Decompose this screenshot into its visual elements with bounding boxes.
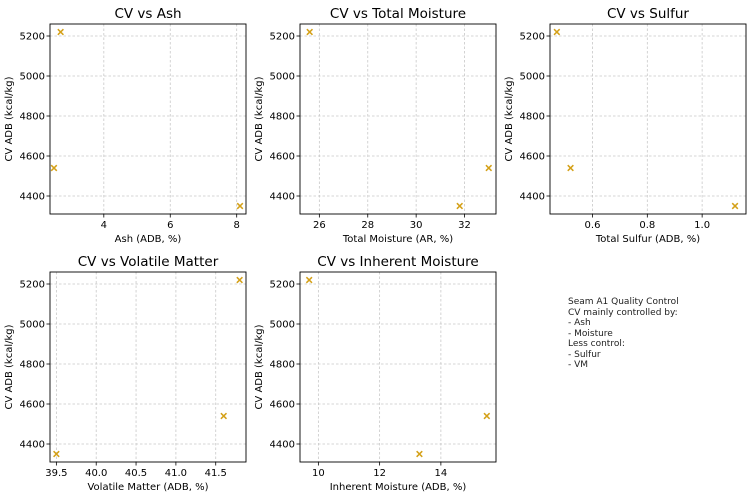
data-point (50, 164, 58, 172)
chart-title: CV vs Total Moisture (330, 6, 466, 22)
y-axis-label: CV ADB (kcal/kg) (4, 76, 15, 161)
y-tick-label: 5000 (20, 320, 45, 331)
y-tick-label: 4400 (270, 440, 295, 451)
summary-line: CV mainly controlled by: (568, 307, 678, 318)
data-point (236, 202, 244, 210)
y-tick-label: 4600 (20, 400, 45, 411)
y-tick-label: 4800 (520, 112, 545, 123)
data-point (53, 450, 60, 458)
x-axis-label: Volatile Matter (ADB, %) (87, 482, 208, 493)
y-axis-label: CV ADB (kcal/kg) (4, 324, 15, 409)
y-tick-label: 5000 (270, 320, 295, 331)
x-tick-label: 12 (373, 468, 386, 479)
chart-title: CV vs Ash (114, 6, 181, 22)
summary-line: Seam A1 Quality Control (568, 297, 679, 307)
x-axis-label: Inherent Moisture (ADB, %) (330, 482, 467, 493)
x-tick-label: 28 (361, 220, 374, 231)
y-tick-label: 5200 (520, 32, 545, 43)
subplot: 39.5 40.0 40.5 41.0 41.5 4400 4600 4800 5000 5200… (4, 254, 247, 493)
data-point (553, 28, 561, 36)
plot-frame (299, 271, 497, 463)
subplot: 10 12 14 4400 4600 4800 5000 5200 CV vs Inherent… (254, 254, 497, 493)
y-tick-label: 5200 (270, 280, 295, 291)
y-axis-label: CV ADB (kcal/kg) (254, 76, 265, 161)
y-tick-label: 5200 (20, 280, 45, 291)
summary-line: - Sulfur (568, 349, 601, 360)
x-tick-label: 8 (234, 220, 240, 231)
data-point (220, 412, 228, 420)
data-point (305, 276, 313, 284)
x-axis-label: Total Moisture (AR, %) (342, 234, 453, 245)
subplot: 0.6 0.8 1.0 4400 4600 4800 5000 5200 CV vs Sulfu… (504, 6, 747, 245)
y-tick-label: 4600 (270, 152, 295, 163)
x-tick-label: 39.5 (45, 468, 67, 479)
y-tick-label: 5000 (270, 72, 295, 83)
summary-line: - Moisture (568, 328, 613, 339)
y-tick-label: 5000 (20, 72, 45, 83)
chart-title: CV vs Inherent Moisture (317, 254, 478, 270)
plot-frame (549, 23, 747, 215)
x-tick-label: 40.5 (125, 468, 147, 479)
x-tick-label: 30 (410, 220, 423, 231)
y-tick-label: 4400 (20, 440, 45, 451)
x-tick-label: 41.5 (205, 468, 227, 479)
data-point (306, 28, 314, 36)
data-point (567, 164, 574, 172)
data-point (57, 28, 64, 36)
y-tick-label: 4400 (20, 192, 45, 203)
data-point (483, 412, 491, 420)
plot-frame (49, 23, 247, 215)
subplot: 26 28 30 32 4400 4600 4800 5000 5200 CV vs Total … (254, 6, 497, 245)
x-axis-label: Ash (ADB, %) (115, 234, 182, 245)
y-tick-label: 5200 (20, 32, 45, 43)
y-tick-label: 4600 (520, 152, 545, 163)
data-point (456, 202, 464, 210)
y-axis-label: CV ADB (kcal/kg) (254, 324, 265, 409)
x-tick-label: 0.6 (585, 220, 601, 231)
summary-line: - Ash (568, 318, 591, 328)
summary-line: Less control: (568, 339, 625, 349)
summary-line: - VM (568, 360, 589, 370)
y-tick-label: 4400 (270, 192, 295, 203)
chart-title: CV vs Volatile Matter (78, 254, 219, 270)
y-tick-label: 4800 (270, 112, 295, 123)
subplot: 4 6 8 4400 4600 4800 5000 5200 CV vs Ash Ash (ADB… (4, 6, 247, 245)
data-point (485, 164, 493, 172)
x-tick-label: 40.0 (85, 468, 107, 479)
x-tick-label: 41.0 (165, 468, 187, 479)
plot-frame (299, 23, 497, 215)
y-tick-label: 4600 (20, 152, 45, 163)
data-point (416, 450, 423, 458)
y-tick-label: 5200 (270, 32, 295, 43)
y-tick-label: 4400 (520, 192, 545, 203)
x-tick-label: 6 (167, 220, 173, 231)
x-tick-label: 14 (435, 468, 448, 479)
summary-note: Seam A1 Quality Control CV mainly contro… (568, 297, 679, 371)
y-axis-label: CV ADB (kcal/kg) (504, 76, 515, 161)
data-point (731, 202, 739, 210)
data-point (236, 276, 243, 284)
x-tick-label: 0.8 (639, 220, 655, 231)
y-tick-label: 5000 (520, 72, 545, 83)
plot-frame (49, 271, 247, 463)
x-tick-label: 10 (312, 468, 325, 479)
chart-title: CV vs Sulfur (607, 6, 689, 22)
x-tick-label: 32 (458, 220, 471, 231)
y-tick-label: 4800 (20, 112, 45, 123)
x-tick-label: 4 (101, 220, 107, 231)
y-tick-label: 4800 (20, 360, 45, 371)
y-tick-label: 4600 (270, 400, 295, 411)
y-tick-label: 4800 (270, 360, 295, 371)
x-tick-label: 26 (313, 220, 326, 231)
x-axis-label: Total Sulfur (ADB, %) (595, 234, 700, 245)
x-tick-label: 1.0 (694, 220, 710, 231)
